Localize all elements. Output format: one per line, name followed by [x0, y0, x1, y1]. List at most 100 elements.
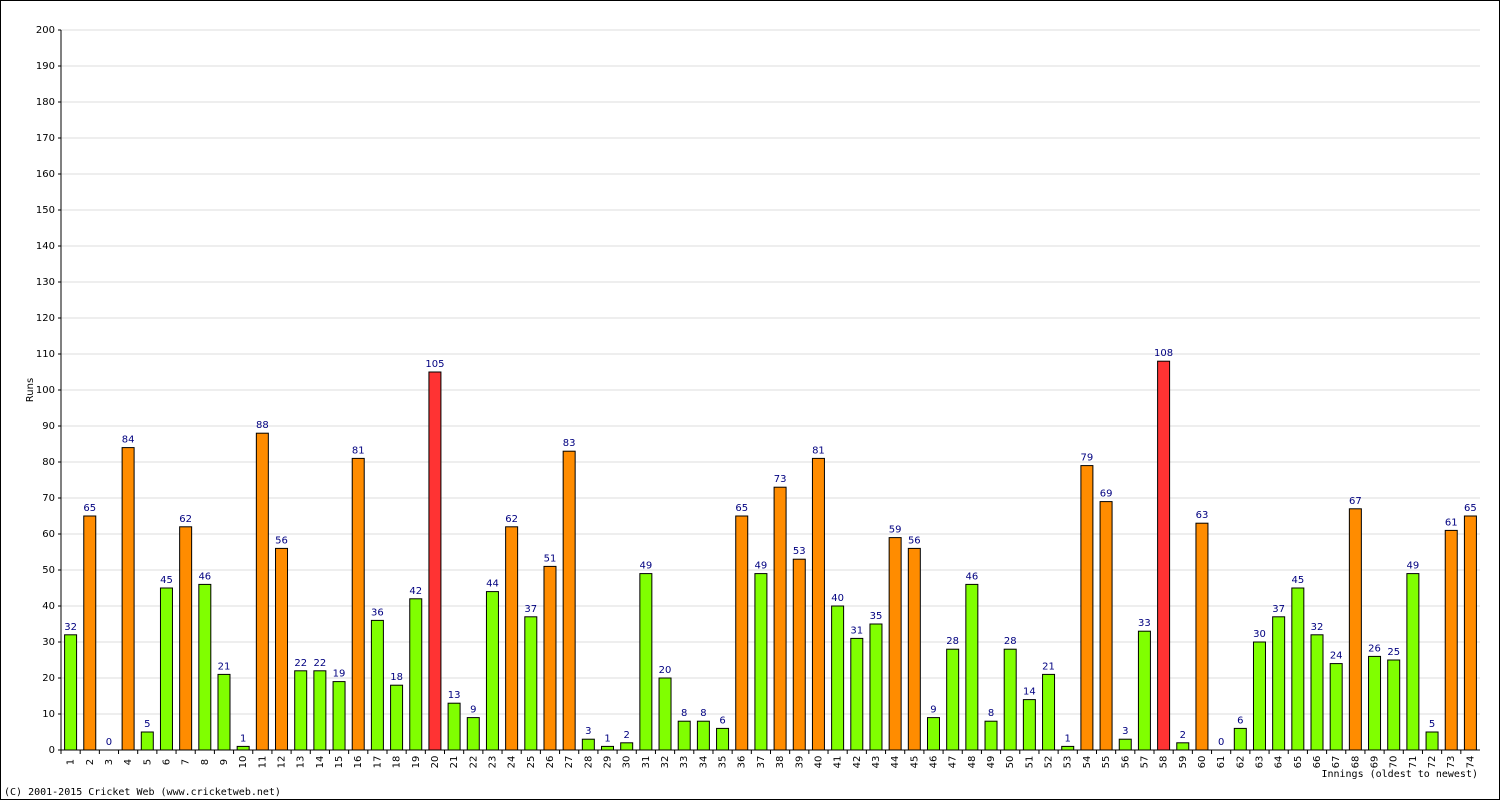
x-tick-label: 48 [967, 756, 978, 769]
x-tick-label: 29 [603, 756, 614, 769]
value-label: 62 [179, 514, 192, 525]
bar [159, 587, 173, 751]
value-label: 49 [639, 561, 652, 572]
x-tick-label: 6 [161, 759, 172, 765]
value-label: 2 [623, 730, 629, 741]
x-tick-label: 31 [641, 756, 652, 769]
x-tick-label: 21 [449, 756, 460, 769]
value-label: 49 [1407, 561, 1420, 572]
bar [1368, 655, 1382, 751]
value-label: 13 [448, 690, 461, 701]
bar [313, 670, 327, 751]
x-tick-label: 8 [200, 759, 211, 765]
bar [121, 447, 135, 751]
bar [1387, 659, 1401, 751]
value-label: 36 [371, 607, 384, 618]
x-tick-label: 56 [1120, 756, 1131, 769]
value-label: 35 [870, 611, 883, 622]
value-label: 65 [83, 503, 96, 514]
x-tick-label: 34 [698, 756, 709, 769]
x-tick-label: 16 [353, 756, 364, 769]
value-label: 33 [1138, 618, 1151, 629]
x-tick-label: 69 [1370, 756, 1381, 769]
x-tick-label: 14 [315, 756, 326, 769]
x-tick-label: 18 [392, 756, 403, 769]
y-tick-label: 50 [42, 565, 55, 576]
y-tick-label: 90 [42, 421, 55, 432]
value-label: 65 [1464, 503, 1477, 514]
value-label: 31 [850, 625, 863, 636]
value-label: 28 [1004, 636, 1017, 647]
bar [524, 616, 538, 751]
y-tick-label: 140 [36, 241, 55, 252]
x-tick-label: 1 [66, 759, 77, 765]
value-label: 63 [1196, 510, 1209, 521]
bar [831, 605, 845, 751]
value-label: 40 [831, 593, 844, 604]
bar [1233, 727, 1247, 751]
x-tick-label: 43 [871, 756, 882, 769]
x-tick-label: 24 [507, 756, 518, 769]
footer: (C) 2001-2015 Cricket Web (www.cricketwe… [4, 787, 281, 798]
x-tick-label: 49 [986, 756, 997, 769]
x-tick-label: 25 [526, 756, 537, 769]
x-tick-label: 12 [277, 756, 288, 769]
x-tick-label: 65 [1293, 756, 1304, 769]
value-label: 25 [1387, 647, 1400, 658]
x-tick-label: 19 [411, 756, 422, 769]
bar [792, 558, 806, 751]
value-label: 108 [1154, 348, 1173, 359]
bar [370, 619, 384, 751]
bar [1252, 641, 1266, 751]
x-tick-label: 61 [1216, 756, 1227, 769]
value-label: 45 [1291, 575, 1304, 586]
bar [140, 731, 154, 751]
value-label: 32 [64, 622, 77, 633]
bar [447, 702, 461, 751]
x-tick-label: 72 [1427, 756, 1438, 769]
value-label: 46 [965, 571, 978, 582]
x-tick-label: 28 [583, 756, 594, 769]
value-label: 8 [988, 708, 994, 719]
y-tick-label: 100 [36, 385, 55, 396]
x-tick-label: 55 [1101, 756, 1112, 769]
y-tick-label: 160 [36, 169, 55, 180]
x-tick-label: 9 [219, 759, 230, 765]
x-tick-label: 62 [1235, 756, 1246, 769]
bar [83, 515, 97, 751]
value-label: 18 [390, 672, 403, 683]
value-label: 28 [946, 636, 959, 647]
y-tick-label: 170 [36, 133, 55, 144]
bar [696, 720, 710, 751]
bar [581, 738, 595, 751]
value-label: 22 [314, 658, 327, 669]
bar [907, 547, 921, 751]
x-tick-label: 58 [1159, 756, 1170, 769]
bar [1042, 673, 1056, 751]
value-label: 0 [1218, 737, 1224, 748]
value-label: 3 [1122, 726, 1128, 737]
x-tick-label: 60 [1197, 756, 1208, 769]
value-label: 79 [1081, 453, 1094, 464]
bar [255, 432, 269, 751]
x-tick-label: 11 [257, 756, 268, 769]
x-tick-label: 57 [1139, 756, 1150, 769]
x-tick-label: 20 [430, 756, 441, 769]
y-tick-label: 110 [36, 349, 55, 360]
x-tick-label: 17 [372, 756, 383, 769]
value-label: 1 [1065, 733, 1071, 744]
value-label: 67 [1349, 496, 1362, 507]
value-label: 37 [524, 604, 537, 615]
x-tick-label: 26 [545, 756, 556, 769]
bar [1137, 630, 1151, 751]
value-label: 0 [106, 737, 112, 748]
x-tick-label: 36 [737, 756, 748, 769]
bar [217, 673, 231, 751]
x-tick-label: 51 [1024, 756, 1035, 769]
bar [850, 637, 864, 751]
x-tick-label: 50 [1005, 756, 1016, 769]
x-tick-label: 59 [1178, 756, 1189, 769]
bar [984, 720, 998, 751]
x-tick-label: 10 [238, 756, 249, 769]
